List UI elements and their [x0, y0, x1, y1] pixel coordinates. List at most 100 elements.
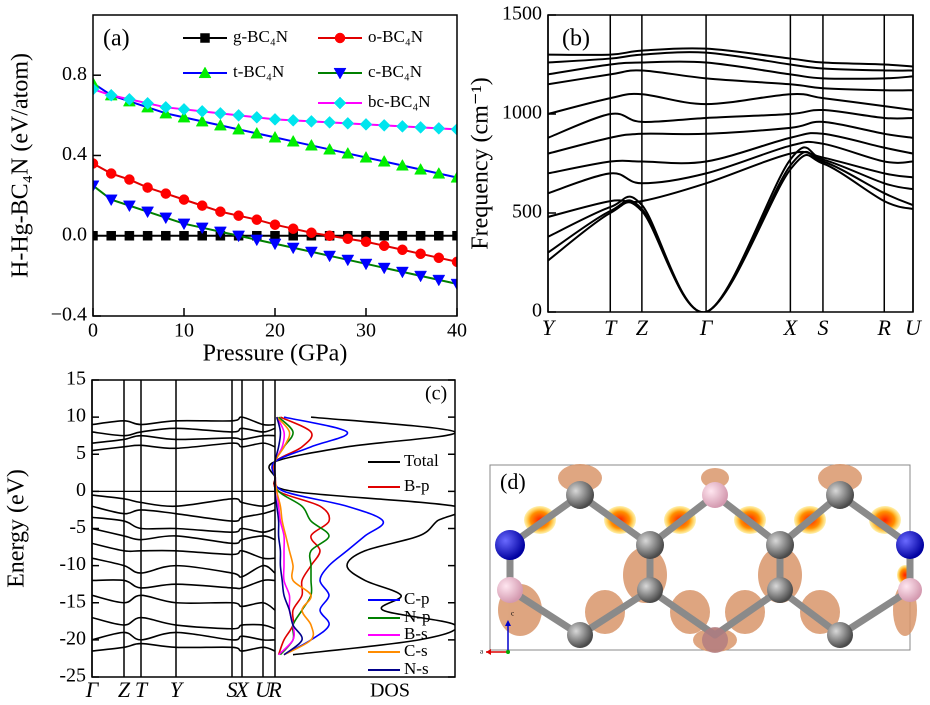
x-axis-label: Pressure (GPa): [203, 341, 348, 367]
marker: [213, 226, 227, 239]
x-tick-label: Z: [118, 677, 131, 702]
band: [548, 120, 913, 155]
marker: [341, 254, 355, 267]
marker: [93, 158, 99, 169]
marker: [415, 230, 426, 241]
marker: [159, 100, 173, 114]
marker: [250, 110, 264, 124]
y-axis-label: H-Hg-BC₄N (eV/atom): [8, 53, 34, 278]
marker: [198, 66, 212, 79]
band: [92, 642, 276, 652]
y-tick-label: 10: [66, 405, 86, 427]
y-tick-label: -20: [59, 627, 86, 649]
band: [92, 427, 276, 437]
x-tick-label: T: [135, 677, 149, 702]
marker: [268, 238, 282, 251]
marker: [434, 230, 444, 241]
marker: [106, 230, 116, 241]
x-tick-label: T: [604, 315, 618, 340]
y-tick-label: 1000: [502, 102, 542, 124]
band: [92, 579, 276, 590]
x-tick-label: S: [817, 315, 828, 340]
band: [92, 516, 276, 534]
marker: [323, 142, 337, 155]
marker: [414, 162, 428, 175]
legend-label: B-p: [404, 476, 430, 495]
marker: [179, 230, 189, 241]
band: [92, 594, 276, 611]
marker: [414, 121, 427, 134]
marker: [268, 112, 282, 126]
legend-label: Total: [404, 451, 439, 470]
marker: [377, 154, 391, 167]
band: [92, 494, 276, 508]
marker: [333, 67, 347, 80]
marker: [334, 32, 346, 44]
marker: [142, 230, 153, 241]
y-tick-label: 5: [76, 442, 86, 464]
marker: [195, 222, 209, 235]
band: [92, 542, 276, 560]
marker: [160, 188, 172, 199]
marker: [304, 246, 318, 259]
x-tick-label: R: [267, 677, 282, 702]
marker: [141, 96, 154, 110]
band: [92, 434, 276, 444]
band: [548, 69, 913, 92]
marker: [161, 230, 171, 241]
marker: [395, 158, 409, 171]
marker: [451, 256, 457, 268]
plot-area: [92, 416, 455, 656]
band: [92, 442, 276, 452]
marker: [304, 138, 318, 151]
marker: [450, 278, 457, 291]
marker: [323, 116, 336, 129]
marker: [450, 171, 457, 183]
panel-label: (d): [500, 469, 526, 494]
band: [92, 416, 276, 426]
marker: [195, 104, 209, 118]
marker: [432, 122, 446, 135]
marker: [232, 230, 246, 243]
marker: [287, 223, 299, 234]
marker: [395, 266, 409, 279]
marker: [93, 82, 100, 96]
x-tick-label: Y: [170, 677, 185, 702]
y-tick-label: 1500: [502, 3, 542, 25]
marker: [396, 120, 409, 133]
marker: [122, 200, 136, 213]
marker: [341, 117, 355, 130]
band: [548, 150, 913, 218]
plot-area: [93, 76, 457, 291]
marker: [333, 96, 347, 110]
marker: [433, 252, 445, 264]
marker: [104, 194, 118, 207]
y-tick-label: 0.4: [62, 143, 87, 165]
x-tick-label: 30: [356, 320, 376, 342]
legend-label: c-BC₄N: [368, 62, 422, 81]
marker: [214, 106, 227, 120]
band: [92, 557, 276, 578]
x-tick-label: S: [227, 677, 238, 702]
marker: [359, 258, 373, 271]
x-axis-label: DOS: [370, 680, 410, 702]
marker: [324, 230, 335, 241]
legend-label: B-s: [404, 624, 428, 643]
x-tick-label: Γ: [85, 677, 100, 702]
x-tick-label: Z: [636, 315, 649, 340]
band: [92, 631, 276, 641]
x-tick-label: X: [234, 677, 250, 702]
marker: [213, 118, 227, 131]
plot-area: [548, 47, 913, 312]
axis-label: c: [511, 610, 514, 618]
band: [548, 47, 913, 68]
marker: [269, 219, 281, 230]
marker: [286, 242, 300, 255]
marker: [360, 236, 372, 248]
band: [92, 527, 276, 545]
marker: [142, 182, 153, 193]
legend-label: C-s: [404, 641, 428, 660]
x-tick-label: R: [877, 315, 892, 340]
marker: [359, 118, 373, 131]
